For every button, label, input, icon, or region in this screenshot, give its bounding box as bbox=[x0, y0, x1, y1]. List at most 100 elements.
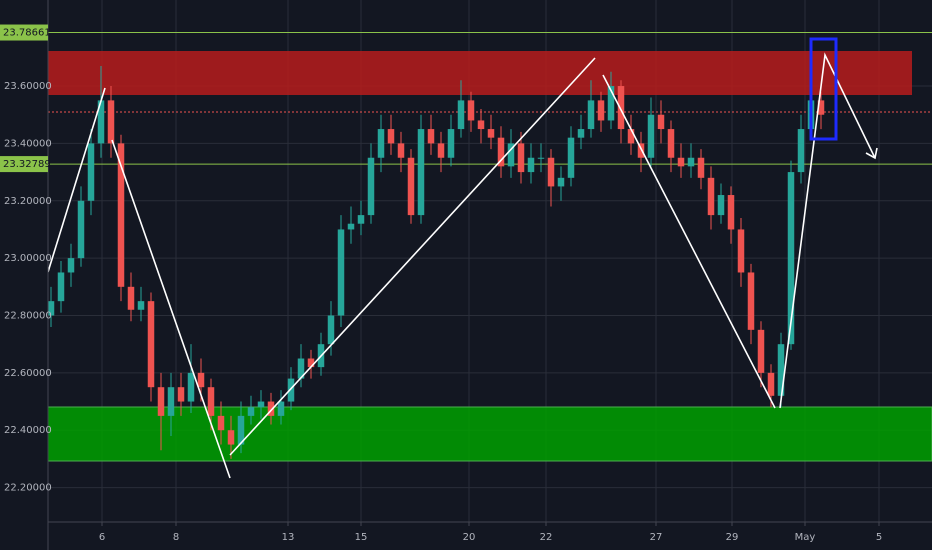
arrow-head bbox=[865, 147, 878, 160]
x-tick-label: 5 bbox=[876, 532, 882, 543]
candle-body bbox=[147, 301, 155, 388]
level-label: 23.32789 bbox=[3, 159, 51, 170]
candle-body bbox=[287, 378, 295, 402]
candle-body bbox=[737, 229, 745, 273]
trend-line bbox=[779, 52, 876, 409]
candle-body bbox=[67, 258, 75, 273]
y-tick-label: 22.40000 bbox=[4, 425, 52, 436]
annotations bbox=[47, 52, 878, 479]
candle-body bbox=[597, 100, 605, 121]
candle-body bbox=[117, 143, 125, 287]
y-tick-label: 23.20000 bbox=[4, 196, 52, 207]
candle-body bbox=[677, 157, 685, 167]
x-tick-label: 29 bbox=[726, 532, 739, 543]
candle-body bbox=[267, 401, 275, 416]
candle-body bbox=[57, 272, 65, 302]
y-tick-label: 22.60000 bbox=[4, 368, 52, 379]
candle-body bbox=[217, 415, 225, 431]
candle-body bbox=[157, 387, 165, 416]
candle-body bbox=[747, 272, 755, 330]
candle-body bbox=[447, 129, 455, 158]
candle-body bbox=[517, 143, 525, 173]
candle-body bbox=[717, 195, 725, 216]
candle-body bbox=[637, 143, 645, 158]
highlight-box bbox=[809, 37, 838, 141]
candle-body bbox=[257, 401, 265, 408]
candle-body bbox=[777, 344, 785, 396]
axis-labels: 22.20000 22.40000 22.60000 22.80000 23.00000… bbox=[0, 24, 882, 543]
candle-body bbox=[557, 177, 565, 187]
y-tick-label: 23.60000 bbox=[4, 81, 52, 92]
candle-body bbox=[687, 157, 695, 167]
candle-body bbox=[247, 407, 255, 416]
candle-body bbox=[77, 200, 85, 259]
x-tick-label: May bbox=[795, 532, 816, 543]
candle-body bbox=[347, 223, 355, 230]
candle-body bbox=[407, 157, 415, 216]
candle-body bbox=[657, 114, 665, 130]
candle-body bbox=[327, 315, 335, 345]
candle-body bbox=[387, 129, 395, 144]
candle-body bbox=[297, 358, 305, 379]
candle-body bbox=[197, 372, 205, 388]
y-tick-label: 22.80000 bbox=[4, 310, 52, 321]
candle-body bbox=[767, 372, 775, 396]
x-tick-label: 27 bbox=[650, 532, 663, 543]
candle-body bbox=[587, 100, 595, 130]
candle-body bbox=[507, 143, 515, 167]
level-label-bg bbox=[0, 24, 48, 41]
candle-body bbox=[417, 129, 425, 216]
level-label-bg bbox=[0, 156, 48, 173]
candle-body bbox=[357, 215, 365, 224]
candle-body bbox=[167, 387, 175, 416]
candle-body bbox=[497, 137, 505, 167]
candle-body bbox=[457, 100, 465, 130]
y-tick-label: 23.40000 bbox=[4, 138, 52, 149]
candle-body bbox=[797, 129, 805, 173]
x-tick-label: 6 bbox=[99, 532, 105, 543]
x-tick-label: 13 bbox=[282, 532, 295, 543]
candle-body bbox=[87, 143, 95, 201]
x-tick-label: 22 bbox=[540, 532, 553, 543]
candle-body bbox=[607, 86, 615, 121]
candle-body bbox=[187, 372, 195, 402]
candle-body bbox=[47, 301, 55, 316]
candle-body bbox=[207, 387, 215, 416]
y-tick-label: 23.00000 bbox=[4, 253, 52, 264]
candle-body bbox=[427, 129, 435, 144]
candle-body bbox=[537, 157, 545, 159]
x-tick-label: 15 bbox=[355, 532, 368, 543]
candle-body bbox=[567, 137, 575, 178]
candle-body bbox=[707, 177, 715, 216]
candle-body bbox=[377, 129, 385, 158]
candle-body bbox=[127, 286, 135, 310]
candle-body bbox=[477, 120, 485, 130]
level-label: 23.78661 bbox=[3, 28, 51, 39]
resistance-zone bbox=[48, 51, 912, 95]
candle-body bbox=[467, 100, 475, 121]
trend-line bbox=[229, 57, 596, 456]
candle-body bbox=[277, 401, 285, 416]
candle-body bbox=[757, 329, 765, 373]
candle-body bbox=[177, 387, 185, 402]
x-tick-label: 8 bbox=[173, 532, 179, 543]
y-tick-label: 22.20000 bbox=[4, 483, 52, 494]
candle-body bbox=[647, 114, 655, 158]
trend-line bbox=[111, 139, 231, 479]
candle-body bbox=[547, 157, 555, 187]
trend-line bbox=[602, 74, 776, 409]
candle-body bbox=[107, 100, 115, 144]
candle-body bbox=[97, 100, 105, 144]
candles bbox=[47, 65, 825, 459]
candle-body bbox=[307, 358, 315, 368]
candle-body bbox=[337, 229, 345, 316]
candle-body bbox=[627, 129, 635, 144]
candle-body bbox=[397, 143, 405, 158]
y-axis-panel bbox=[0, 0, 48, 550]
candle-body bbox=[237, 415, 245, 445]
trend-line bbox=[47, 87, 106, 273]
candle-body bbox=[667, 129, 675, 158]
x-axis-panel bbox=[0, 522, 932, 550]
candle-body bbox=[787, 172, 795, 345]
